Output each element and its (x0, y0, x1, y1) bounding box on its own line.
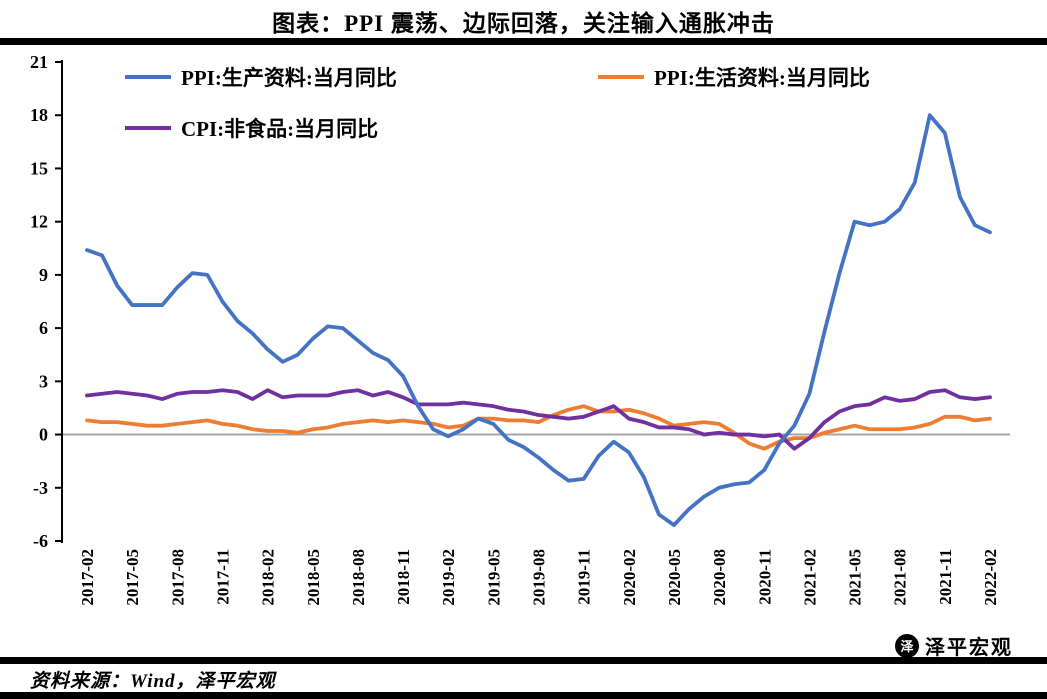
y-tick-label: -6 (33, 531, 48, 551)
bottom-divider-bar (0, 692, 1047, 699)
legend-item-cpi-nonfood: CPI:非食品:当月同比 (125, 115, 378, 141)
legend-label: PPI:生活资料:当月同比 (654, 66, 870, 90)
x-tick-label: 2017-08 (168, 549, 187, 606)
series-line-2 (85, 388, 992, 451)
mid-divider-bar (0, 657, 1047, 664)
legend-label: CPI:非食品:当月同比 (181, 117, 379, 141)
x-tick-label: 2019-08 (530, 549, 549, 606)
x-tick-label: 2020-11 (755, 549, 774, 605)
y-tick-label: 18 (30, 105, 48, 125)
watermark: 泽 泽平宏观 (895, 631, 1013, 660)
y-tick-label: -3 (33, 478, 48, 498)
x-tick-label: 2020-08 (710, 549, 729, 606)
x-tick-label: 2019-05 (484, 549, 503, 606)
series-line-0 (85, 113, 992, 527)
series-line-1 (85, 404, 992, 451)
y-tick-label: 9 (39, 265, 48, 285)
legend-item-ppi-consumer: PPI:生活资料:当月同比 (598, 64, 870, 90)
y-tick-label: 12 (30, 212, 48, 232)
x-tick-label: 2020-05 (665, 549, 684, 606)
y-tick-label: 15 (30, 158, 48, 178)
chart-title: 图表：PPI 震荡、边际回落，关注输入通胀冲击 (272, 11, 775, 36)
x-tick-label: 2018-11 (394, 549, 413, 605)
chart-canvas: 21 18 15 12 9 6 3 0 -3 -6 2017-02 2017-05 2017-08 201… (30, 52, 1010, 606)
x-tick-label: 2021-11 (936, 549, 955, 605)
x-tick-label: 2017-05 (123, 549, 142, 606)
y-tick-label: 3 (39, 371, 48, 391)
legend-line-swatch-blue (125, 75, 171, 79)
source-note: 资料来源：Wind，泽平宏观 (30, 671, 276, 692)
watermark-logo-icon: 泽 (895, 633, 919, 658)
y-tick-label: 21 (30, 52, 48, 72)
x-tick-label: 2022-02 (981, 549, 1000, 606)
x-tick-label: 2019-11 (575, 549, 594, 605)
y-tick-label: 0 (39, 425, 48, 445)
legend-line-swatch-purple (125, 126, 171, 130)
x-tick-label: 2021-05 (846, 549, 865, 606)
legend-label: PPI:生产资料:当月同比 (181, 66, 397, 90)
x-tick-label: 2018-08 (349, 549, 368, 606)
x-tick-label: 2017-11 (213, 549, 232, 605)
x-tick-label: 2017-02 (78, 549, 97, 606)
y-tick-label: 6 (39, 318, 48, 338)
legend-line-swatch-orange (598, 75, 644, 79)
x-tick-label: 2018-05 (304, 549, 323, 606)
legend-item-ppi-production: PPI:生产资料:当月同比 (125, 64, 397, 90)
top-divider-bar (0, 38, 1047, 45)
x-tick-label: 2021-08 (891, 549, 910, 606)
x-tick-label: 2021-02 (800, 549, 819, 606)
watermark-text: 泽平宏观 (925, 637, 1013, 659)
x-tick-label: 2020-02 (620, 549, 639, 606)
x-tick-label: 2019-02 (439, 549, 458, 606)
x-tick-label: 2018-02 (259, 549, 278, 606)
